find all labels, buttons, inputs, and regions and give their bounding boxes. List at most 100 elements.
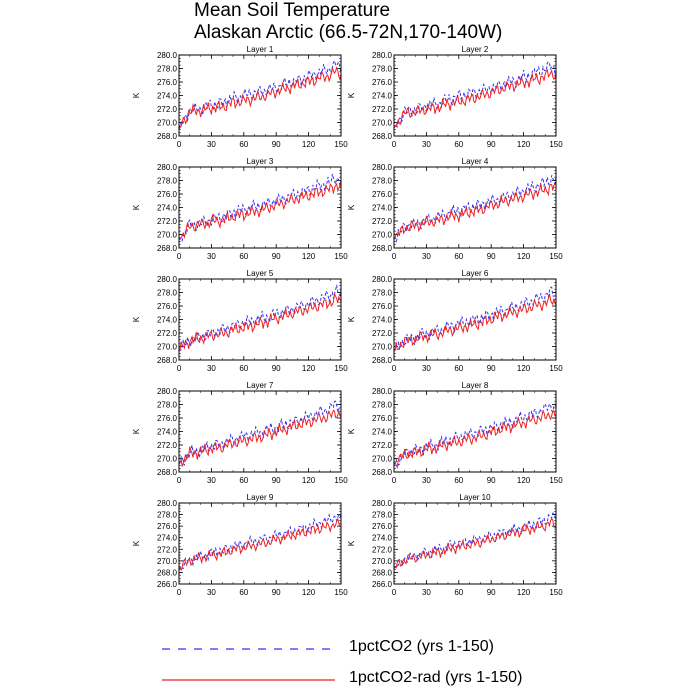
x-tick-label: 90 [487,588,496,597]
series-1pctco2-line [178,400,342,466]
plot-frame [393,166,557,249]
x-tick-label: 30 [422,140,431,149]
x-tick-label: 30 [207,252,216,261]
y-tick-label: 266.0 [157,580,178,589]
y-tick-label: 280.0 [157,51,178,60]
x-tick-label: 90 [272,476,281,485]
series-1pctco2-line [393,402,557,466]
y-tick-label: 268.0 [372,468,393,477]
y-tick-label: 272.0 [372,105,393,114]
y-tick-label: 274.0 [372,92,393,101]
title-line-1: Mean Soil Temperature [194,0,391,21]
y-tick-label: 274.0 [157,92,178,101]
series-1pctco2-rad-line [178,66,342,129]
x-tick-label: 150 [549,476,563,485]
plot-frame [393,390,557,473]
x-tick-label: 150 [549,140,563,149]
x-tick-label: 120 [302,364,316,373]
y-tick-label: 270.0 [157,231,178,240]
y-tick-label: 274.0 [157,534,178,543]
series-1pctco2-line [393,175,557,243]
x-tick-label: 60 [239,364,248,373]
panel-title: Layer 7 [247,381,274,390]
y-tick-label: 278.0 [372,289,393,298]
y-tick-label: 270.0 [157,119,178,128]
y-tick-label: 280.0 [372,163,393,172]
x-tick-label: 0 [392,140,397,149]
y-tick-label: 278.0 [157,511,178,520]
y-axis-label: K [347,428,356,434]
y-tick-label: 280.0 [157,275,178,284]
chart-panel-2: Layer 2 K 268.0 270.0 272.0 274.0 276.0 278.0 28… [347,45,563,149]
y-axis-label: K [347,204,356,210]
panel-title: Layer 6 [462,269,489,278]
x-tick-label: 0 [177,140,182,149]
y-tick-label: 268.0 [372,568,393,577]
y-tick-label: 278.0 [372,511,393,520]
y-tick-label: 270.0 [157,343,178,352]
x-tick-label: 30 [207,476,216,485]
x-tick-label: 90 [272,140,281,149]
y-tick-label: 274.0 [157,316,178,325]
x-tick-label: 120 [517,252,531,261]
x-tick-label: 90 [487,140,496,149]
x-tick-label: 150 [334,588,348,597]
x-tick-label: 60 [239,476,248,485]
plot-frame [178,166,342,249]
x-tick-label: 60 [454,588,463,597]
y-tick-label: 272.0 [372,329,393,338]
y-tick-label: 268.0 [372,356,393,365]
y-tick-label: 280.0 [372,387,393,396]
y-tick-label: 270.0 [157,455,178,464]
y-tick-label: 276.0 [372,302,393,311]
x-tick-label: 0 [392,588,397,597]
chart-panel-10: Layer 10 K 266.0 268.0 270.0 272.0 274.0 276.0 2… [347,493,563,597]
y-tick-label: 276.0 [157,302,178,311]
panel-title: Layer 2 [462,45,489,54]
x-tick-label: 0 [392,476,397,485]
y-tick-label: 268.0 [372,244,393,253]
series-1pctco2-rad-line [178,180,342,240]
x-tick-label: 120 [302,588,316,597]
y-tick-label: 276.0 [157,78,178,87]
chart-panel-8: Layer 8 K 268.0 270.0 272.0 274.0 276.0 278.0 28… [347,381,563,485]
plot-frame [393,54,557,137]
y-axis-label: K [347,92,356,98]
y-tick-label: 278.0 [157,289,178,298]
y-axis-label: K [347,316,356,322]
x-tick-label: 0 [177,476,182,485]
y-tick-label: 274.0 [157,428,178,437]
y-tick-label: 268.0 [372,132,393,141]
series-1pctco2-line [178,173,342,242]
x-tick-label: 60 [454,364,463,373]
y-axis-label: K [347,540,356,546]
chart-panel-6: Layer 6 K 268.0 270.0 272.0 274.0 276.0 278.0 28… [347,269,563,373]
x-tick-label: 60 [239,252,248,261]
x-tick-label: 90 [272,588,281,597]
plot-frame [178,278,342,361]
y-tick-label: 280.0 [372,499,393,508]
x-tick-label: 60 [239,588,248,597]
y-tick-label: 272.0 [157,217,178,226]
x-tick-label: 150 [334,364,348,373]
series-1pctco2-rad-line [393,293,557,351]
y-tick-label: 276.0 [372,78,393,87]
plot-frame [178,502,342,585]
series-1pctco2-line [393,61,556,129]
y-axis-label: K [132,92,141,98]
y-tick-label: 270.0 [372,343,393,352]
x-tick-label: 0 [177,588,182,597]
x-tick-label: 120 [302,476,316,485]
y-tick-label: 274.0 [372,534,393,543]
x-tick-label: 90 [272,364,281,373]
panel-title: Layer 4 [462,157,489,166]
x-tick-label: 120 [517,476,531,485]
y-tick-label: 276.0 [157,522,178,531]
y-tick-label: 272.0 [372,217,393,226]
panel-title: Layer 9 [247,493,274,502]
series-1pctco2-rad-line [393,518,557,569]
series-1pctco2-rad-line [178,409,342,467]
y-tick-label: 276.0 [157,414,178,423]
y-tick-label: 266.0 [372,580,393,589]
series-1pctco2-rad-line [178,293,342,351]
